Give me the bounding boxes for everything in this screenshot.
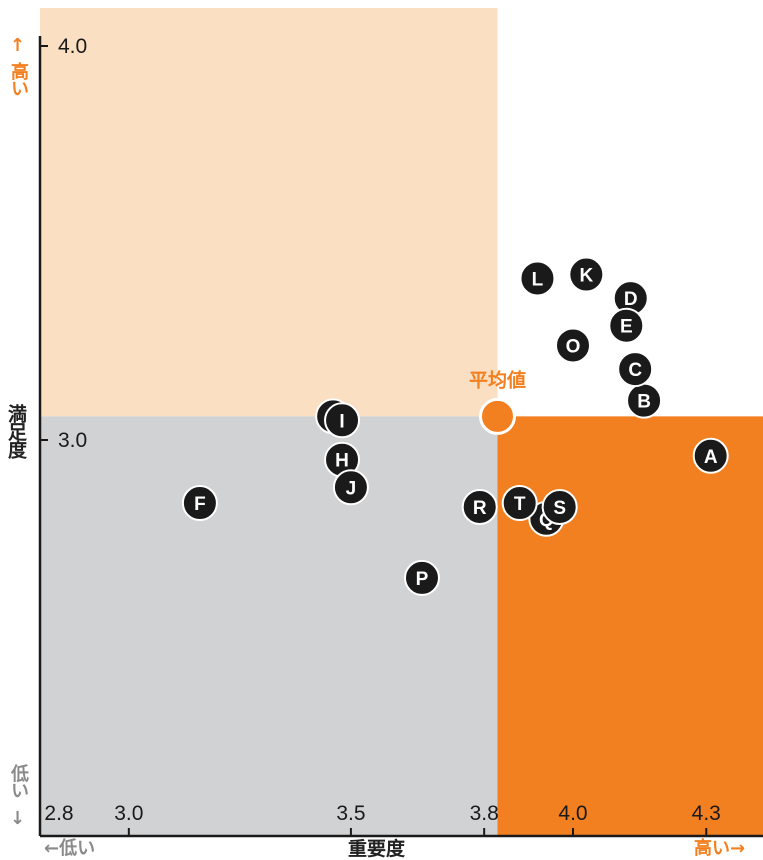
point-label: A <box>704 447 718 468</box>
point-label: S <box>553 498 566 519</box>
y-high-arrow: ↑ <box>10 35 26 56</box>
y-low-arrow: ↓ <box>10 808 26 829</box>
point-j <box>332 469 369 506</box>
y-tick-label: 4.0 <box>58 35 87 58</box>
x-high-label: 高い→ <box>694 838 746 859</box>
point-f <box>181 485 218 522</box>
average-label: 平均値 <box>469 368 526 391</box>
y-axis-label: 満足度 <box>5 404 27 458</box>
x-tick-label: 4.0 <box>558 802 587 825</box>
y-high-label: 高い <box>8 62 29 96</box>
x-tick-label: 3.0 <box>114 802 143 825</box>
y-tick-label: 3.0 <box>58 429 87 452</box>
x-tick-label: 3.5 <box>336 802 365 825</box>
point-l <box>519 260 556 297</box>
x-low-label: ←低い <box>44 838 96 859</box>
point-label: E <box>620 317 633 338</box>
quadrant-lower-right <box>497 416 763 836</box>
point-label: J <box>346 478 357 499</box>
point-label: D <box>624 289 638 310</box>
point-label: K <box>579 266 593 287</box>
point-label: O <box>566 336 581 357</box>
point-label: T <box>514 494 526 515</box>
point-k <box>568 256 605 293</box>
point-s <box>541 488 578 525</box>
point-p <box>403 559 440 596</box>
quadrant-lower-left <box>40 416 498 836</box>
point-label: B <box>637 392 651 413</box>
y-low-label: 低い <box>8 764 29 798</box>
point-label: I <box>339 411 344 432</box>
point-a <box>692 437 729 474</box>
point-label: F <box>194 494 206 515</box>
point-label: H <box>335 451 349 472</box>
point-e <box>608 307 645 344</box>
point-t <box>501 485 538 522</box>
x-tick-label: 3.8 <box>470 802 499 825</box>
quadrant-upper-left <box>40 8 498 417</box>
point-i <box>324 402 361 439</box>
quadrant-upper-right <box>497 8 763 417</box>
point-label: P <box>416 569 429 590</box>
x-tick-label: 4.3 <box>692 802 721 825</box>
point-o <box>555 327 591 364</box>
point-label: C <box>628 360 642 381</box>
point-c <box>617 351 654 388</box>
x-axis-label: 重要度 <box>348 838 406 860</box>
point-label: L <box>532 269 544 290</box>
point-r <box>461 488 498 525</box>
point-label: R <box>473 498 487 519</box>
average-marker <box>478 397 516 435</box>
x-tick-label: 2.8 <box>44 802 73 825</box>
